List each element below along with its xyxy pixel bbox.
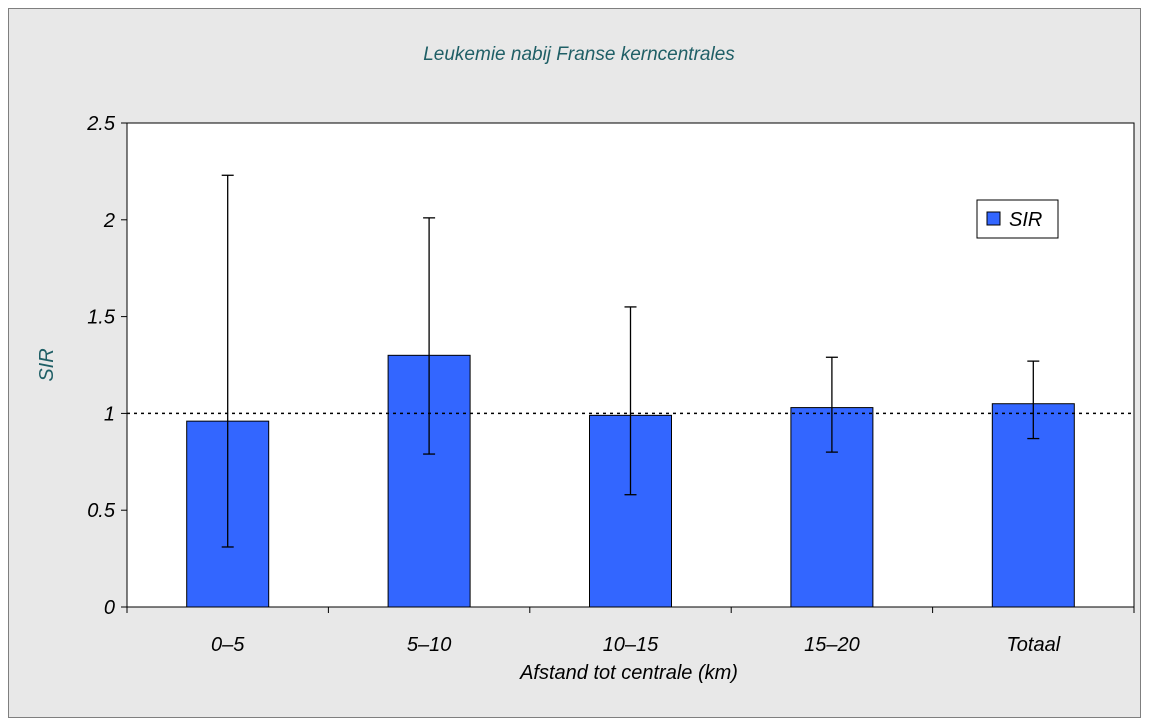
x-tick-label: 5–10: [407, 634, 452, 656]
x-tick-label: 10–15: [603, 634, 659, 656]
legend-label: SIR: [1009, 209, 1042, 231]
x-tick-label: 15–20: [804, 634, 860, 656]
chart-marks: 0 0.5 1 1.5 2 2.5 0–5 5–10 10–15 15–20 Totaal: [86, 113, 1135, 656]
chart-title: Leukemie nabij Franse kerncentrales: [423, 44, 735, 65]
y-tick-label: 1.5: [87, 307, 116, 329]
sir-bar-chart: Leukemie nabij Franse kerncentrales SIR …: [36, 44, 1135, 684]
legend: SIR: [976, 199, 1059, 239]
chart-frame: Leukemie nabij Franse kerncentrales SIR …: [8, 8, 1141, 718]
y-tick-label: 0: [104, 597, 115, 619]
y-tick-label: 0.5: [87, 500, 116, 522]
x-axis-title: Afstand tot centrale (km): [519, 662, 738, 684]
legend-swatch: [986, 211, 1001, 226]
y-tick-label: 2: [103, 210, 115, 232]
x-tick-label: Totaal: [1006, 634, 1060, 656]
y-axis-title: SIR: [36, 348, 58, 381]
x-tick-label: 0–5: [211, 634, 245, 656]
y-tick-label: 2.5: [86, 113, 116, 135]
y-tick-label: 1: [104, 403, 115, 425]
